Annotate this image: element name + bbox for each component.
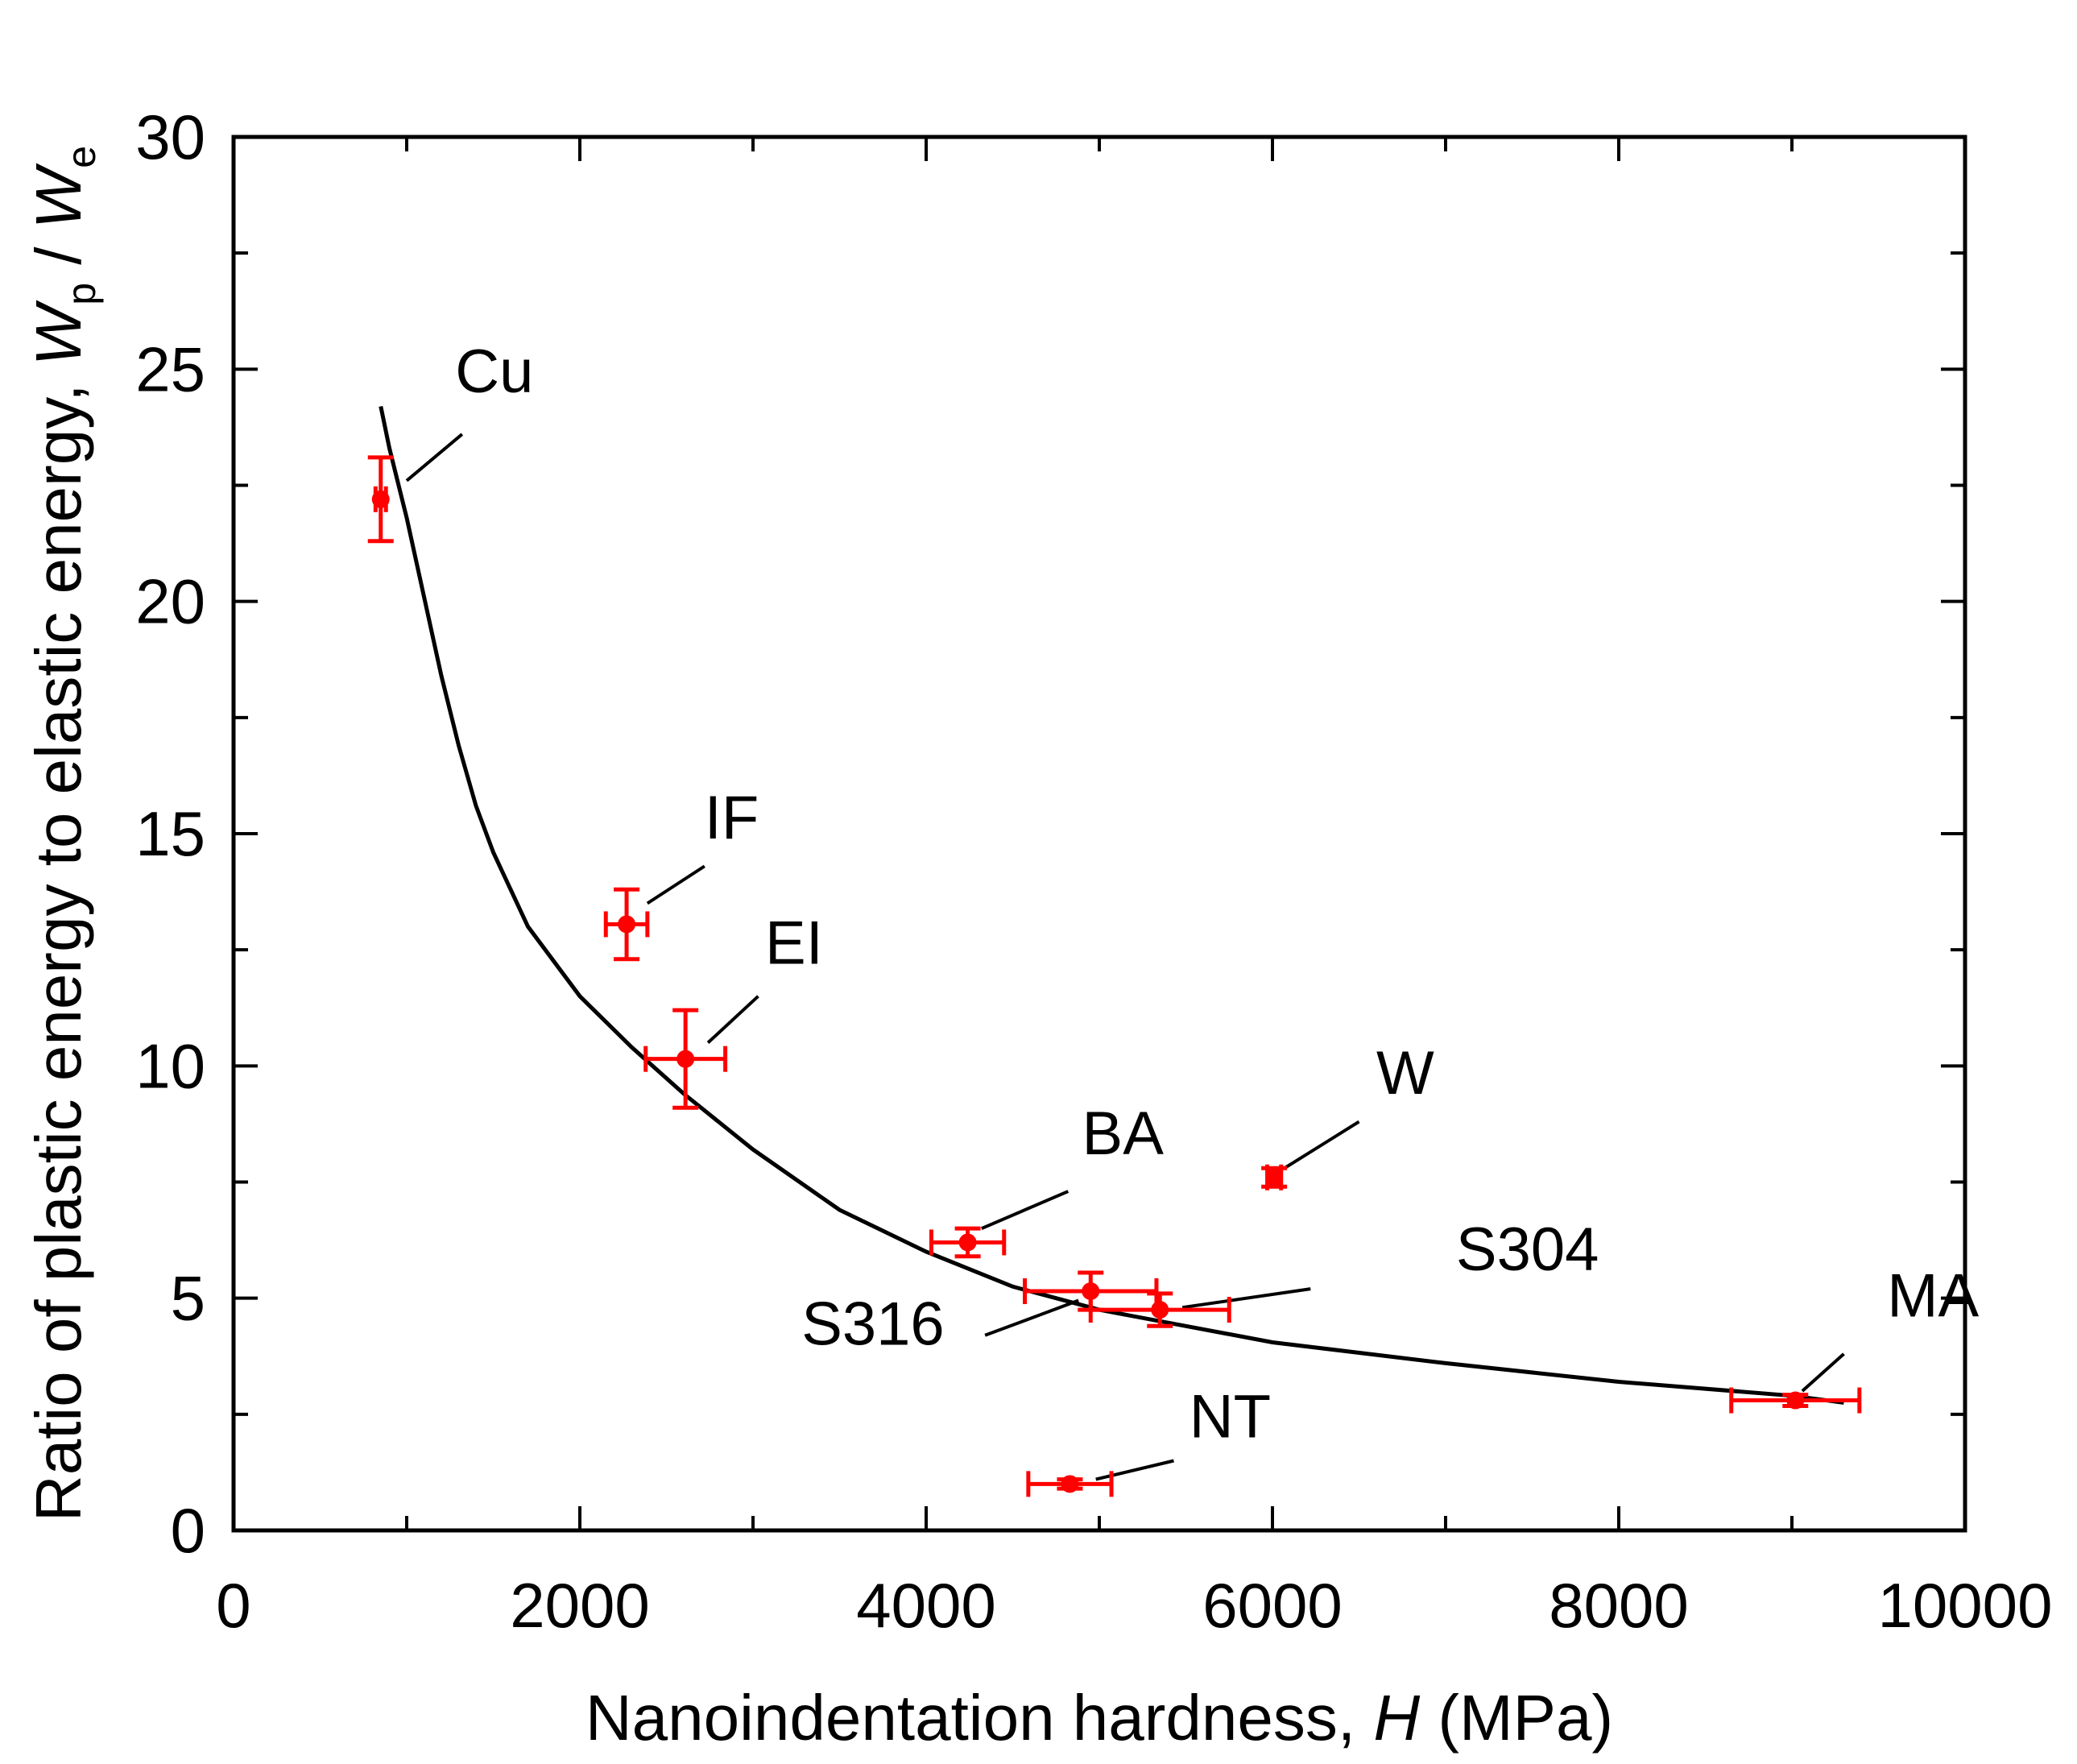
y-axis-label-prefix: Ratio of plastic energy to elastic energ… [23, 366, 94, 1522]
point-label-w: W [1376, 1039, 1434, 1108]
point-label-nt: NT [1190, 1383, 1271, 1451]
leader-line-s304 [1181, 1287, 1311, 1310]
leader-line-w [1283, 1120, 1360, 1170]
y-axis-label-sub-e: e [59, 146, 104, 168]
x-axis-label: Nanoindentation hardness, H (MPa) [585, 1682, 1613, 1754]
point-marker [676, 1050, 695, 1068]
data-point-ba [929, 1226, 1007, 1259]
data-point-cu [367, 455, 394, 544]
x-tick-label: 0 [216, 1570, 250, 1641]
point-marker [1082, 1282, 1100, 1301]
point-marker [958, 1233, 977, 1252]
point-label-cu: Cu [455, 337, 533, 406]
data-point-w [1261, 1164, 1288, 1190]
x-axis-label-prefix: Nanoindentation hardness, [585, 1682, 1373, 1754]
y-tick-label: 15 [135, 798, 205, 869]
leader-line-nt [1095, 1459, 1174, 1481]
point-label-s316: S316 [801, 1290, 944, 1358]
y-axis-label-symbol-w2: W [23, 163, 94, 229]
x-tick-labels: 0 2000 4000 6000 8000 10000 [216, 1570, 2052, 1641]
data-point-if [603, 887, 650, 962]
data-point-ma [1729, 1387, 1862, 1414]
point-label-ei: EI [765, 909, 823, 977]
data-point-s316 [1023, 1270, 1159, 1312]
x-tick-label: 2000 [510, 1570, 650, 1641]
point-marker [1151, 1301, 1169, 1319]
x-axis-label-symbol: H [1373, 1682, 1420, 1754]
leader-line-cu [405, 433, 464, 482]
leader-line-s316 [984, 1298, 1079, 1337]
point-marker [1786, 1391, 1805, 1410]
y-axis-label-slash: / [23, 229, 94, 283]
point-label-ba: BA [1082, 1099, 1165, 1168]
leader-line-ei [706, 995, 759, 1044]
data-point-ei [643, 1008, 728, 1110]
y-axis-label: Ratio of plastic energy to elastic energ… [23, 146, 104, 1522]
point-label-s304: S304 [1456, 1215, 1599, 1284]
point-marker [1061, 1475, 1079, 1493]
x-tick-label: 6000 [1202, 1570, 1343, 1641]
point-marker [618, 915, 636, 934]
y-tick-label: 30 [135, 101, 205, 172]
leader-lines [405, 433, 1845, 1481]
x-tick-label: 8000 [1549, 1570, 1689, 1641]
leader-line-ba [981, 1190, 1070, 1231]
x-axis-label-unit: (MPa) [1420, 1682, 1613, 1754]
leader-line-ma [1801, 1352, 1845, 1393]
y-tick-label: 20 [135, 566, 205, 637]
x-tick-label: 4000 [856, 1570, 996, 1641]
y-tick-label: 25 [135, 333, 205, 404]
point-label-if: IF [705, 784, 759, 852]
y-tick-labels: 0 5 10 15 20 25 30 [135, 101, 205, 1566]
y-axis-label-symbol-w: W [23, 300, 94, 366]
y-tick-label: 5 [171, 1263, 205, 1334]
fit-curve [379, 405, 1844, 1405]
point-marker [1265, 1168, 1284, 1186]
data-point-s304 [1088, 1291, 1231, 1328]
y-tick-label: 10 [135, 1030, 205, 1101]
data-points [367, 455, 1862, 1497]
point-label-ma: MA [1887, 1262, 1979, 1331]
y-tick-label: 0 [171, 1495, 205, 1566]
x-tick-label: 10000 [1878, 1570, 2053, 1641]
axis-ticks [232, 135, 1967, 1532]
y-axis-label-sub-p: p [59, 283, 104, 305]
point-marker [371, 490, 390, 508]
data-point-nt [1026, 1471, 1114, 1497]
leader-line-if [646, 864, 705, 905]
